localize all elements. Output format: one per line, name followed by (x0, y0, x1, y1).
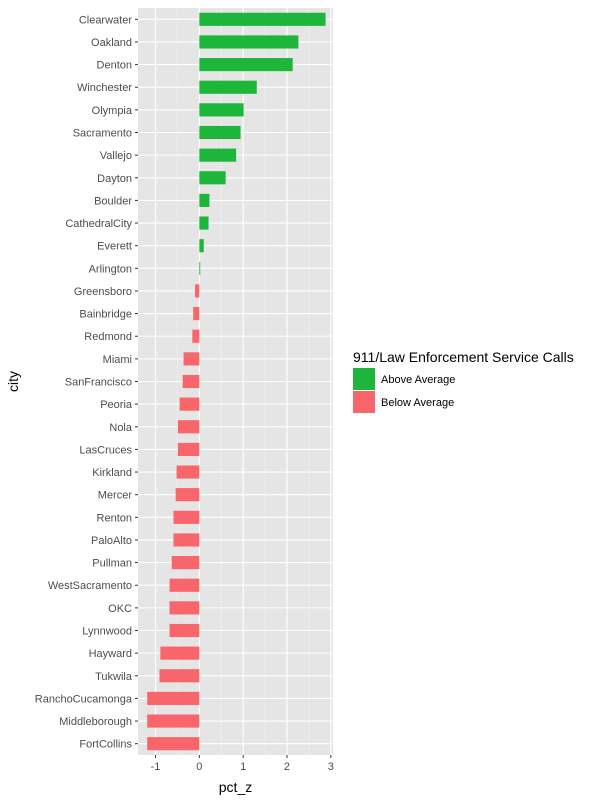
bar-FortCollins (147, 737, 200, 751)
bar-Redmond (192, 329, 200, 343)
y-tick-label: Nola (109, 422, 133, 434)
bar-Pullman (171, 556, 200, 570)
bar-OKC (169, 601, 200, 615)
x-tick-label: 3 (328, 761, 334, 773)
y-tick-label: Lynnwood (82, 626, 132, 638)
y-axis-title: city (5, 371, 21, 392)
y-tick-label: WestSacramento (48, 580, 132, 592)
y-tick-label: Redmond (84, 331, 132, 343)
y-tick-label: CathedralCity (65, 218, 132, 230)
bar-Olympia (199, 103, 244, 117)
y-tick-label: Sacramento (73, 128, 132, 140)
bar-Renton (173, 510, 200, 524)
bars (147, 12, 326, 751)
bar-LasCruces (177, 442, 200, 456)
x-tick-label: 2 (284, 761, 290, 773)
bar-Sacramento (199, 125, 241, 140)
bar-Denton (199, 58, 293, 72)
y-tick-label: Peoria (100, 399, 133, 411)
y-tick-label: Boulder (94, 195, 132, 207)
y-tick-label: LasCruces (79, 444, 132, 456)
y-tick-label: RanchoCucamonga (35, 693, 133, 705)
bar-Nola (177, 420, 200, 434)
bar-Peoria (179, 397, 200, 411)
bar-Tukwila (159, 669, 200, 683)
legend-title: 911/Law Enforcement Service Calls (353, 349, 574, 365)
bar-Dayton (199, 171, 226, 185)
y-tick-label: Mercer (98, 490, 133, 502)
y-tick-label: Hayward (89, 648, 132, 660)
y-tick-label: Miami (103, 354, 132, 366)
legend-label-below: Below Average (381, 397, 454, 409)
y-tick-label: Winchester (77, 82, 132, 94)
bar-Oakland (199, 35, 299, 49)
bar-Greensboro (194, 284, 200, 298)
y-tick-label: Tukwila (95, 671, 133, 683)
bar-Middleborough (147, 714, 200, 728)
x-tick-label: -1 (151, 761, 161, 773)
bar-Bainbridge (193, 307, 200, 321)
legend: 911/Law Enforcement Service Calls Above … (353, 349, 574, 413)
x-tick-labels: -1 0 1 2 3 (151, 755, 334, 773)
bar-Lynnwood (169, 623, 200, 638)
bar-PaloAlto (173, 533, 200, 547)
y-tick-label: Kirkland (92, 467, 132, 479)
y-tick-label: Vallejo (100, 150, 132, 162)
bar-Arlington (199, 261, 201, 275)
y-tick-label: Dayton (97, 173, 132, 185)
legend-key-below (353, 391, 375, 413)
y-tick-label: Renton (97, 512, 132, 524)
bar-Boulder (199, 193, 210, 207)
y-tick-label: Pullman (92, 558, 132, 570)
y-tick-label: Clearwater (79, 14, 133, 26)
y-tick-label: SanFrancisco (65, 377, 132, 389)
y-tick-label: FortCollins (79, 739, 132, 751)
y-tick-label: OKC (108, 603, 132, 615)
bar-Everett (199, 239, 204, 253)
y-tick-label: Bainbridge (79, 309, 132, 321)
bar-Mercer (175, 488, 200, 502)
x-tick-label: 1 (240, 761, 246, 773)
bar-Winchester (199, 80, 257, 94)
bar-Clearwater (199, 12, 326, 26)
y-tick-label: Denton (97, 60, 132, 72)
y-tick-label: Everett (97, 241, 132, 253)
x-axis-title: pct_z (219, 779, 252, 795)
bar-Kirkland (176, 465, 200, 479)
bar-Vallejo (199, 148, 237, 162)
y-tick-label: PaloAlto (91, 535, 132, 547)
bar-Hayward (160, 646, 200, 660)
bar-RanchoCucamonga (147, 691, 200, 705)
legend-label-above: Above Average (381, 374, 455, 386)
bar-WestSacramento (169, 578, 200, 592)
bar-Miami (183, 352, 200, 366)
y-tick-label: Olympia (92, 105, 133, 117)
legend-key-above (353, 368, 375, 390)
y-tick-label: Greensboro (74, 286, 132, 298)
x-tick-label: 0 (196, 761, 202, 773)
y-tick-label: Oakland (91, 37, 132, 49)
y-tick-label: Arlington (89, 263, 132, 275)
bar-CathedralCity (199, 216, 209, 230)
y-tick-labels: Clearwater Oakland Denton Winchester Olympia… (35, 14, 138, 751)
bar-SanFrancisco (182, 374, 200, 389)
y-tick-label: Middleborough (59, 716, 132, 728)
